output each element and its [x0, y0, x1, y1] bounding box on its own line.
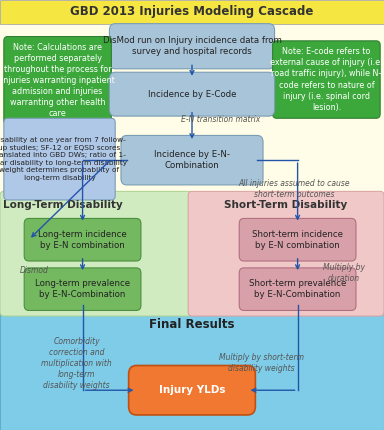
FancyBboxPatch shape	[188, 191, 384, 316]
Text: DisMod run on Injury incidence data from
survey and hospital records: DisMod run on Injury incidence data from…	[103, 36, 281, 56]
Text: Long-Term Disability: Long-Term Disability	[3, 200, 123, 210]
Text: Injury YLDs: Injury YLDs	[159, 385, 225, 395]
Text: Long-term incidence
by E-N combination: Long-term incidence by E-N combination	[38, 230, 127, 250]
FancyBboxPatch shape	[0, 313, 384, 430]
Text: All injuries assumed to cause
short-term outcomes: All injuries assumed to cause short-term…	[238, 179, 349, 199]
FancyBboxPatch shape	[4, 37, 111, 125]
Text: Dismod: Dismod	[20, 267, 49, 275]
FancyBboxPatch shape	[109, 72, 275, 116]
FancyBboxPatch shape	[273, 41, 380, 118]
FancyBboxPatch shape	[0, 0, 384, 24]
Text: E-N transition matrix: E-N transition matrix	[181, 115, 260, 124]
FancyBboxPatch shape	[239, 268, 356, 310]
Text: Short-term prevalence
by E-N-Combination: Short-term prevalence by E-N-Combination	[249, 279, 346, 299]
FancyBboxPatch shape	[24, 218, 141, 261]
Text: Multiply by
duration: Multiply by duration	[323, 263, 365, 283]
FancyBboxPatch shape	[24, 268, 141, 310]
Text: Disability at one year from 7 follow-
up studies; SF-12 or EQSD scores
translate: Disability at one year from 7 follow- up…	[0, 137, 127, 181]
FancyBboxPatch shape	[4, 118, 115, 200]
Text: Note: E-code refers to
external cause of injury (i.e.
road traffic injury), whil: Note: E-code refers to external cause of…	[270, 47, 383, 112]
Text: Short-Term Disability: Short-Term Disability	[225, 200, 348, 210]
Text: Incidence by E-N-
Combination: Incidence by E-N- Combination	[154, 150, 230, 170]
Text: Short-term incidence
by E-N combination: Short-term incidence by E-N combination	[252, 230, 343, 250]
Text: Comorbidity
correction and
multiplication with
long-term
disability weights: Comorbidity correction and multiplicatio…	[41, 337, 112, 390]
FancyBboxPatch shape	[239, 218, 356, 261]
Text: Note: Calculations are
performed separately
throughout the process for
injuries : Note: Calculations are performed separat…	[1, 43, 114, 118]
Text: Long-term prevalence
by E-N-Combination: Long-term prevalence by E-N-Combination	[35, 279, 130, 299]
FancyBboxPatch shape	[0, 24, 384, 430]
Text: Incidence by E-Code: Incidence by E-Code	[148, 90, 236, 98]
FancyBboxPatch shape	[129, 366, 255, 415]
FancyBboxPatch shape	[109, 24, 275, 69]
FancyBboxPatch shape	[0, 191, 192, 316]
Text: Multiply by short-term
disability weights: Multiply by short-term disability weight…	[218, 353, 304, 373]
FancyBboxPatch shape	[121, 135, 263, 185]
Text: Final Results: Final Results	[149, 318, 235, 331]
Text: GBD 2013 Injuries Modeling Cascade: GBD 2013 Injuries Modeling Cascade	[70, 5, 314, 18]
